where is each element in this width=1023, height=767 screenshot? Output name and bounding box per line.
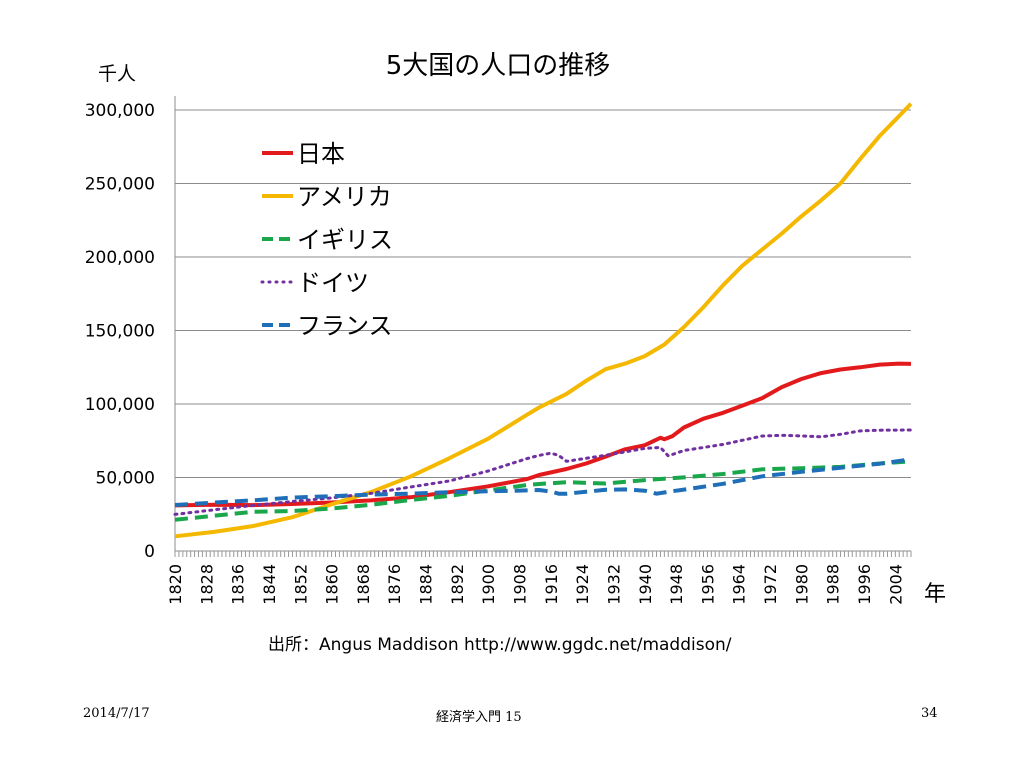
- x-tick-label: 1900: [479, 564, 498, 605]
- x-tick-label: 1996: [855, 564, 874, 605]
- source-citation: 出所：Angus Maddison http://www.ggdc.net/ma…: [268, 635, 732, 655]
- x-tick-label: 1972: [761, 564, 780, 605]
- footer-page-number: 34: [921, 706, 938, 721]
- x-axis-ticks: 1820 1828 1836 1844 1852 1860 1868 1876 1884 1892…: [166, 551, 912, 605]
- x-tick-label: 1820: [166, 564, 185, 605]
- x-tick-label: 1860: [323, 564, 342, 605]
- y-axis-unit-label: 千人: [98, 63, 136, 85]
- x-tick-label: 1844: [260, 564, 279, 605]
- footer-course-title: 経済学入門 15: [436, 710, 522, 725]
- footer-date: 2014/7/17: [83, 706, 150, 721]
- x-tick-label: 1892: [448, 564, 467, 605]
- y-tick-label: 150,000: [85, 322, 155, 342]
- x-tick-label: 1940: [636, 564, 655, 605]
- series-line: [174, 361, 912, 508]
- x-tick-label: 1884: [417, 564, 436, 605]
- legend-label: アメリカ: [297, 183, 392, 211]
- y-tick-label: 250,000: [85, 175, 155, 195]
- chart-title: 5大国の人口の推移: [386, 51, 611, 81]
- x-tick-label: 1956: [698, 564, 717, 605]
- y-tick-label: 300,000: [85, 101, 155, 121]
- legend-label: フランス: [297, 312, 393, 340]
- x-tick-label: 1868: [354, 564, 373, 605]
- x-tick-label: 1948: [667, 564, 686, 605]
- y-tick-label: 200,000: [85, 248, 155, 268]
- x-tick-label: 1836: [229, 564, 248, 605]
- y-axis-ticks: 0 50,000 100,000 150,000 200,000 250,000 300,0…: [85, 101, 155, 562]
- legend-label: ドイツ: [297, 269, 369, 297]
- legend-label: イギリス: [297, 226, 393, 254]
- x-tick-label: 1924: [573, 564, 592, 605]
- x-tick-label: 1916: [542, 564, 561, 605]
- x-tick-label: 1980: [792, 564, 811, 605]
- x-tick-label: 1908: [511, 564, 530, 605]
- x-tick-label: 1964: [730, 564, 749, 605]
- series-line: [173, 428, 913, 516]
- y-tick-label: 0: [144, 542, 155, 562]
- legend-label: 日本: [297, 140, 345, 168]
- series-line: [174, 459, 912, 522]
- x-tick-label: 1988: [824, 564, 843, 605]
- x-tick-label: 2004: [886, 564, 905, 605]
- x-tick-label: 1852: [291, 564, 310, 605]
- y-tick-label: 50,000: [96, 469, 155, 489]
- x-axis-unit-label: 年: [924, 582, 946, 607]
- series-lines: [173, 102, 913, 539]
- x-tick-label: 1828: [197, 564, 216, 605]
- x-tick-label: 1932: [604, 564, 623, 605]
- series-line: [174, 457, 912, 507]
- x-tick-label: 1876: [385, 564, 404, 605]
- y-tick-label: 100,000: [85, 395, 155, 415]
